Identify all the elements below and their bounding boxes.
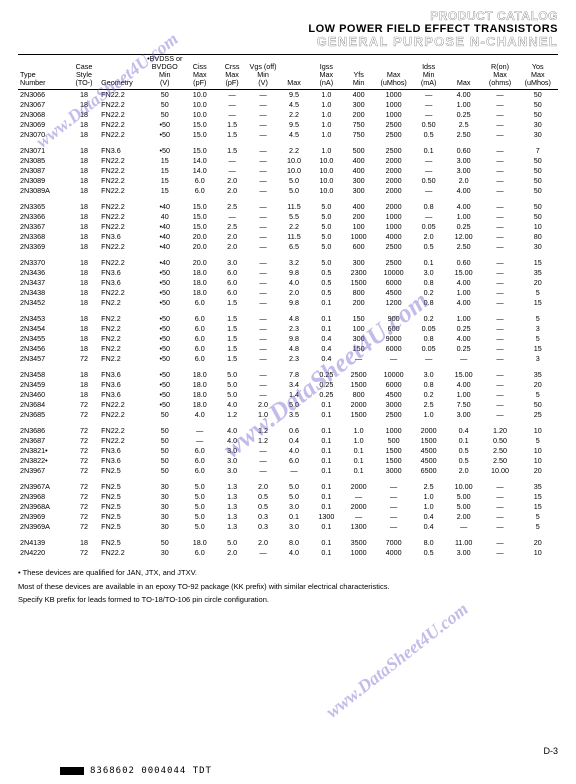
table-row: 2N343818FN22.2•5018.06.0—2.00.580045000.… (18, 288, 558, 298)
table-row: 2N345618FN2.2•506.01.5—4.80.415060000.05… (18, 344, 558, 354)
table-group: 2N336518FN22.2•4015.02.5—11.55.040020000… (18, 202, 558, 258)
table-row: 2N345772FN2.2•506.01.5—2.30.4—————3 (18, 354, 558, 364)
table-row: 2N345818FN3.6•5018.05.0—7.80.25250010000… (18, 370, 558, 380)
col-ron: R(on)Max(ohms) (483, 54, 518, 89)
page-header: PRODUCT CATALOG LOW POWER FIELD EFFECT T… (18, 10, 558, 50)
col-type: TypeNumber (18, 54, 68, 89)
table-row: 2N368472FN22.2•5018.04.02.05.00.12000300… (18, 400, 558, 410)
table-row: 2N3969A72FN2.5305.01.30.33.00.11300—0.4—… (18, 522, 558, 532)
table-row: 2N3089A18FN22.2156.02.0—5.010.03002000—4… (18, 186, 558, 196)
col-yos: YosMax(uMhos) (518, 54, 558, 89)
table-row: 2N306618FN22.25010.0——9.51.04001000—4.00… (18, 89, 558, 100)
col-ymax: Max(uMhos) (375, 54, 413, 89)
table-row: 2N345518FN2.2•506.01.5—9.80.430090000.84… (18, 334, 558, 344)
table-group: 2N306618FN22.25010.0——9.51.04001000—4.00… (18, 89, 558, 146)
table-row: 2N306918FN22.2•5015.01.5—9.51.075025000.… (18, 120, 558, 130)
table-row: 2N336718FN22.2•4015.02.5—2.25.010010000.… (18, 222, 558, 232)
col-case: CaseStyle(TO-) (68, 54, 100, 89)
table-row: 2N368672FN22.250—4.01.20.60.11.010002000… (18, 426, 558, 436)
table-group: 2N345818FN3.6•5018.05.0—7.80.25250010000… (18, 370, 558, 426)
col-vmin: Vgs (off)Min(V) (248, 54, 278, 89)
table-group: 2N368672FN22.250—4.01.20.60.11.010002000… (18, 426, 558, 482)
col-crss: CrssMax(pF) (216, 54, 248, 89)
table-row: 2N308518FN22.21514.0——10.010.04002000—3.… (18, 156, 558, 166)
table-row: 2N336918FN22.2•4020.02.0—6.55.060025000.… (18, 242, 558, 252)
col-vmax: Max (278, 54, 310, 89)
watermark: www.DataSheet4U.com (322, 599, 472, 723)
bottom-barcode: 8368602 0004044 TDT (60, 766, 212, 776)
table-row: 2N368772FN22.250—4.01.20.40.11.050015000… (18, 436, 558, 446)
col-geo: Geometry (100, 54, 146, 89)
subsection-title: GENERAL PURPOSE N-CHANNEL (317, 34, 558, 49)
table-row: 2N3967A72FN2.5305.01.32.05.00.12000—2.51… (18, 482, 558, 492)
page-number: D-3 (543, 746, 558, 756)
note-1: Most of these devices are available in a… (18, 582, 558, 592)
col-igss: IgssMax(nA) (310, 54, 342, 89)
col-imax: Max (445, 54, 483, 89)
table-group: 2N337018FN22.2•4020.03.0—3.25.030025000.… (18, 258, 558, 314)
note-2: Specify KB prefix for leads formed to TO… (18, 595, 558, 605)
table-row: 2N368572FN22.2504.01.21.03.50.1150025001… (18, 410, 558, 420)
table-row: 2N396872FN2.5305.01.30.55.00.1——1.05.00—… (18, 492, 558, 502)
table-row: 2N396772FN2.5506.03.0——0.10.1300065002.0… (18, 466, 558, 476)
col-ymin: YfsMin (342, 54, 374, 89)
table-row: 2N422072FN22.2306.02.0—4.00.1100040000.5… (18, 548, 558, 558)
table-row: 2N337018FN22.2•4020.03.0—3.25.030025000.… (18, 258, 558, 268)
table-row: 2N306818FN22.25010.0——2.21.02001000—0.25… (18, 110, 558, 120)
table-row: 2N308918FN22.2156.02.0—5.010.030020000.5… (18, 176, 558, 186)
footnote: • These devices are qualified for JAN, J… (18, 568, 558, 578)
table-row: 2N343618FN3.6•5018.06.0—9.80.52300100003… (18, 268, 558, 278)
table-row: 2N346018FN3.6•5018.05.0—1.40.2580045000.… (18, 390, 558, 400)
col-imin: IdssMin(mA) (413, 54, 445, 89)
table-row: 2N307118FN3.6•5015.01.5—2.21.050025000.1… (18, 146, 558, 156)
table-row: 2N306718FN22.25010.0——4.51.03001000—1.00… (18, 100, 558, 110)
table-row: 2N3822•72FN3.6506.03.0—6.00.10.115004500… (18, 456, 558, 466)
col-ciss: CissMax(pF) (184, 54, 216, 89)
table-row: 2N345918FN3.6•5018.05.0—3.40.25150060000… (18, 380, 558, 390)
table-row: 2N345318FN2.2•506.01.5—4.80.11509000.21.… (18, 314, 558, 324)
table-row: 2N396972FN2.5305.01.30.30.11300——0.42.00… (18, 512, 558, 522)
table-group: 2N413918FN2.55018.05.02.08.00.1350070008… (18, 538, 558, 564)
table-row: 2N3821•72FN3.6506.03.0—4.00.10.115004500… (18, 446, 558, 456)
table-row: 2N345218FN2.2•506.01.5—9.80.120012000.84… (18, 298, 558, 308)
table-row: 2N336618FN22.24015.0——5.55.02001000—1.00… (18, 212, 558, 222)
table-group: 2N3967A72FN2.5305.01.32.05.00.12000—2.51… (18, 482, 558, 538)
table-group: 2N307118FN3.6•5015.01.5—2.21.050025000.1… (18, 146, 558, 202)
table-row: 2N345418FN2.2•506.01.5—2.30.11006000.050… (18, 324, 558, 334)
table-row: 2N336518FN22.2•4015.02.5—11.55.040020000… (18, 202, 558, 212)
table-row: 2N3968A72FN2.5305.01.30.53.00.12000—1.05… (18, 502, 558, 512)
table-row: 2N336818FN3.6•4020.02.0—11.55.0100040002… (18, 232, 558, 242)
table-row: 2N307018FN22.2•5015.01.5—4.51.075025000.… (18, 130, 558, 140)
table-row: 2N308718FN22.21514.0——10.010.04002000—3.… (18, 166, 558, 176)
catalog-title: PRODUCT CATALOG (430, 9, 558, 23)
table-header: TypeNumberCaseStyle(TO-)Geometry•BVDSS o… (18, 54, 558, 89)
transistor-table: TypeNumberCaseStyle(TO-)Geometry•BVDSS o… (18, 54, 558, 564)
col-bvd: •BVDSS orBVDGOMin(V) (146, 54, 184, 89)
table-group: 2N345318FN2.2•506.01.5—4.80.11509000.21.… (18, 314, 558, 370)
table-row: 2N413918FN2.55018.05.02.08.00.1350070008… (18, 538, 558, 548)
table-row: 2N343718FN3.6•5018.06.0—4.00.5150060000.… (18, 278, 558, 288)
